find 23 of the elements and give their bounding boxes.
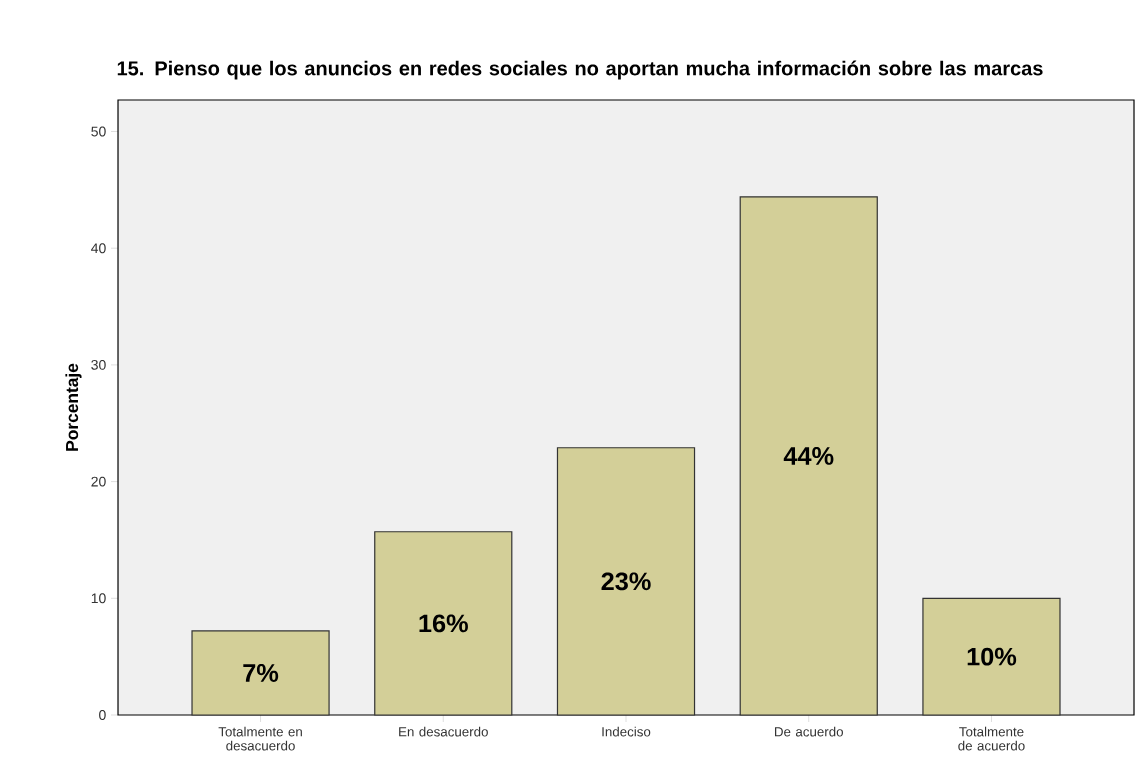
y-tick-label: 40 <box>91 243 106 254</box>
bar <box>556 447 696 716</box>
y-tick-label: 50 <box>91 126 106 137</box>
y-tick-label: 30 <box>91 359 106 370</box>
bar <box>739 196 878 716</box>
data-label: 10% <box>967 647 1017 666</box>
y-axis-title: Porcentaje <box>65 363 82 451</box>
bar <box>922 597 1061 716</box>
x-tick-label: Totalmente de acuerdo <box>958 726 1025 751</box>
data-label: 44% <box>783 447 834 465</box>
y-tick-label: 20 <box>91 476 106 487</box>
y-tick-label: 0 <box>99 710 106 720</box>
bar <box>191 630 330 716</box>
y-tick-label: 10 <box>91 593 106 604</box>
x-tick-label: En desacuerdo <box>399 726 488 737</box>
data-label: 23% <box>601 572 651 591</box>
chart-title: 15. Pienso que los anuncios en redes sociales no aportan mucha información sobre las marcas <box>117 60 1043 80</box>
x-tick-label: Indeciso <box>602 726 651 737</box>
x-tick-label: Totalmente en desacuerdo <box>218 726 302 751</box>
data-label: 16% <box>419 614 468 633</box>
bar <box>374 531 513 716</box>
x-tick-label: De acuerdo <box>774 726 843 737</box>
data-label: 7% <box>243 664 279 682</box>
